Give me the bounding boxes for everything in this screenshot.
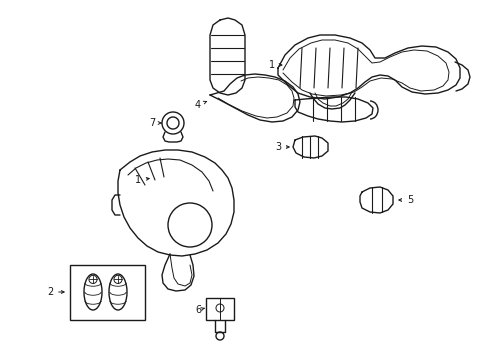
Polygon shape bbox=[292, 136, 327, 158]
Text: 7: 7 bbox=[148, 118, 161, 128]
Polygon shape bbox=[209, 74, 299, 122]
Text: 1: 1 bbox=[135, 175, 149, 185]
Circle shape bbox=[114, 275, 122, 283]
Ellipse shape bbox=[109, 274, 127, 310]
Circle shape bbox=[216, 332, 224, 340]
Text: 4: 4 bbox=[195, 100, 206, 110]
Polygon shape bbox=[209, 18, 244, 95]
Circle shape bbox=[216, 304, 224, 312]
Ellipse shape bbox=[84, 274, 102, 310]
Circle shape bbox=[162, 112, 183, 134]
Bar bbox=[70, 265, 145, 320]
Text: 1: 1 bbox=[268, 60, 282, 70]
Circle shape bbox=[89, 275, 97, 283]
Polygon shape bbox=[278, 35, 459, 99]
Text: 2: 2 bbox=[47, 287, 64, 297]
Polygon shape bbox=[359, 187, 392, 213]
Text: 3: 3 bbox=[274, 142, 288, 152]
Bar bbox=[205, 298, 234, 320]
Polygon shape bbox=[294, 97, 372, 122]
Text: 6: 6 bbox=[195, 305, 204, 315]
Polygon shape bbox=[118, 150, 234, 256]
Circle shape bbox=[167, 117, 179, 129]
Text: 5: 5 bbox=[398, 195, 412, 205]
Circle shape bbox=[168, 203, 212, 247]
